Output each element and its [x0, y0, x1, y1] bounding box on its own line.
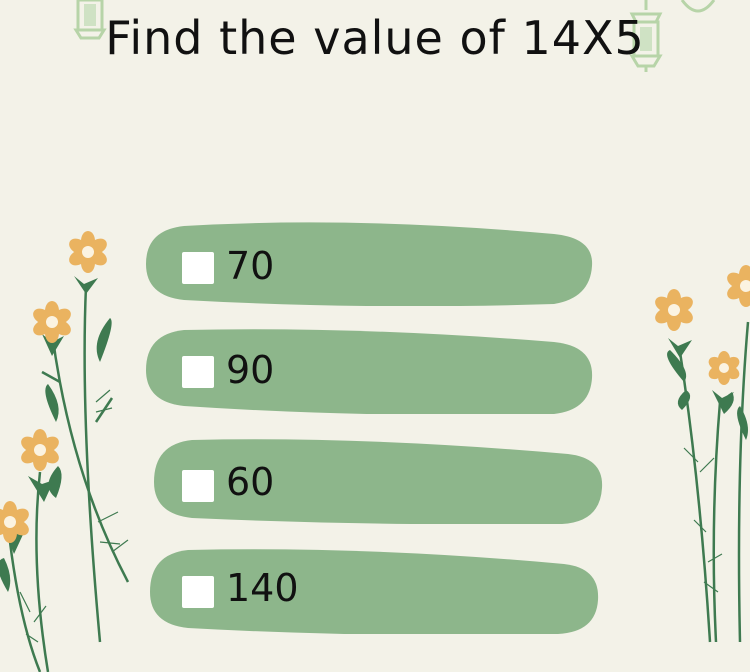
leaf-icon — [74, 276, 98, 294]
option-background — [146, 222, 593, 306]
option-background — [146, 329, 593, 414]
leaf-icon — [28, 476, 54, 502]
leaf-icon — [712, 390, 734, 410]
option-label: 140 — [226, 566, 299, 610]
lantern-icon — [73, 0, 107, 40]
question-title: Find the value of 14X5 — [105, 11, 645, 65]
leaf-icon — [677, 390, 691, 410]
leaf-icon — [45, 384, 59, 422]
option-background — [150, 549, 599, 634]
leaf-icon — [0, 558, 11, 592]
option-checkbox[interactable] — [182, 576, 214, 608]
leaf-icon — [668, 338, 692, 358]
option-140[interactable]: 140 — [148, 548, 600, 634]
lantern-icon — [680, 0, 716, 13]
leaf-icon — [96, 318, 112, 362]
lantern-icon — [629, 0, 663, 72]
option-checkbox[interactable] — [182, 470, 214, 502]
leaf-icon — [737, 406, 748, 440]
flower-decoration-right — [655, 265, 750, 643]
option-70[interactable]: 70 — [144, 220, 594, 306]
option-background — [154, 439, 603, 524]
flower-decoration-left — [0, 231, 130, 672]
option-label: 90 — [226, 348, 275, 392]
option-90[interactable]: 90 — [144, 328, 594, 414]
leaf-icon — [667, 350, 687, 382]
option-checkbox[interactable] — [182, 356, 214, 388]
option-60[interactable]: 60 — [152, 438, 604, 524]
leaf-icon — [721, 392, 734, 414]
option-checkbox[interactable] — [182, 252, 214, 284]
option-label: 70 — [226, 244, 275, 288]
option-label: 60 — [226, 460, 275, 504]
leaf-icon — [48, 466, 62, 498]
